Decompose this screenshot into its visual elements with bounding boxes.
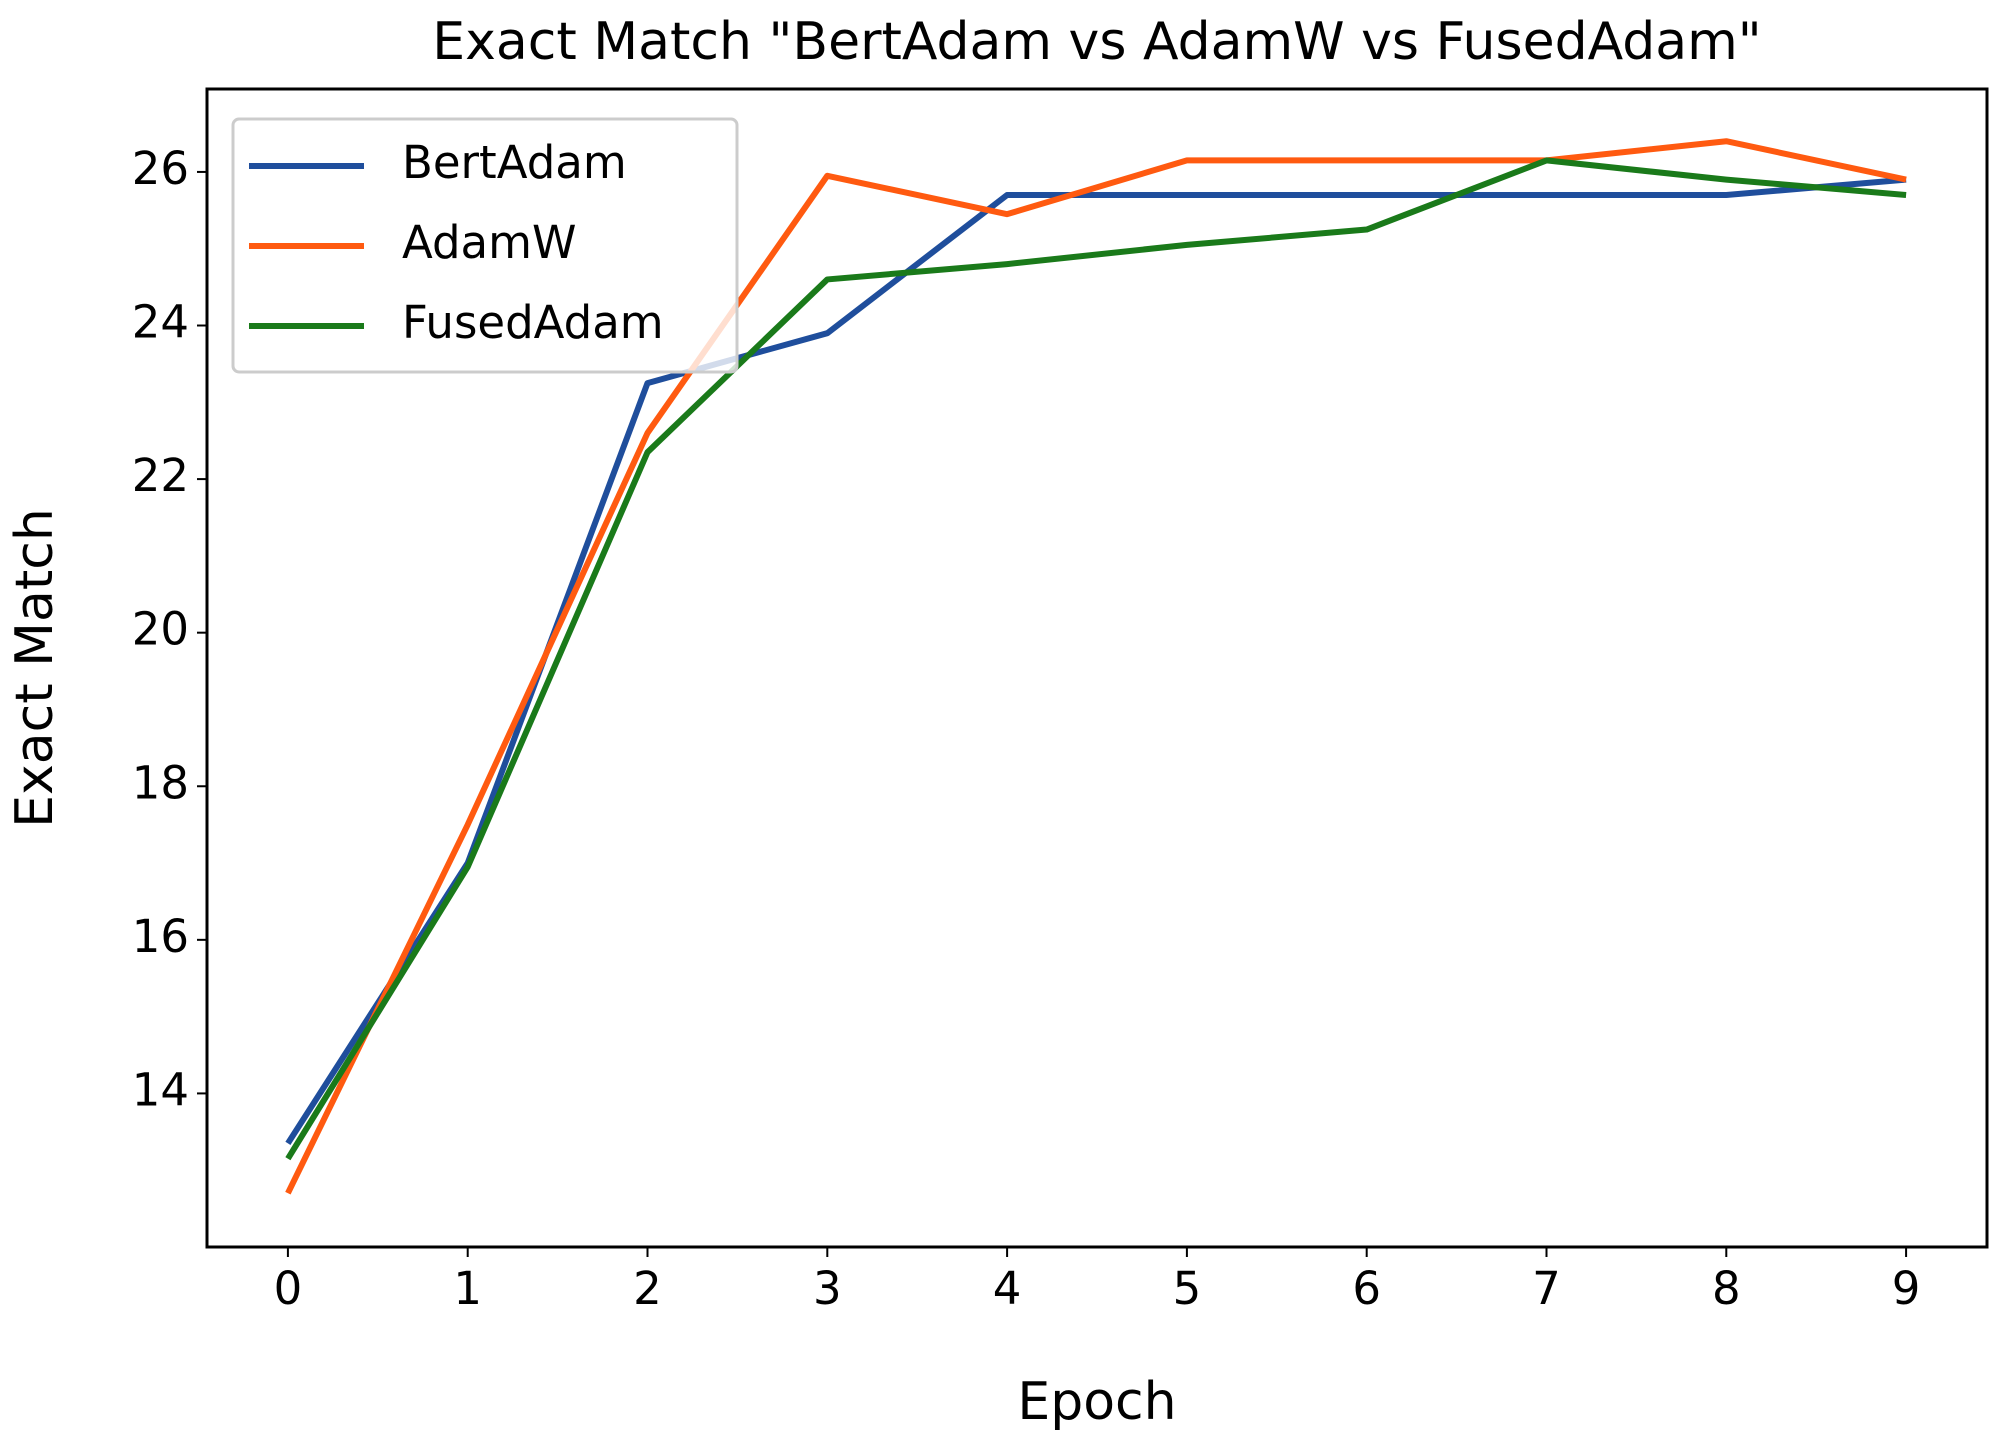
legend: BertAdam AdamW FusedAdam [231, 117, 739, 374]
y-tick-label: 22 [132, 449, 189, 502]
x-axis-label: Epoch [1017, 1372, 1176, 1432]
y-tick-label: 16 [132, 910, 189, 963]
x-tick-label: 5 [1173, 1262, 1202, 1315]
x-tick-label: 8 [1712, 1262, 1741, 1315]
x-tick-label: 2 [633, 1262, 662, 1315]
x-tick-label: 6 [1352, 1262, 1381, 1315]
x-tick-label: 9 [1892, 1262, 1921, 1315]
legend-label: BertAdam [402, 136, 627, 189]
x-tick-label: 7 [1532, 1262, 1561, 1315]
y-tick-label: 14 [132, 1063, 189, 1116]
y-axis-label: Exact Match [5, 508, 65, 828]
series-line [285, 138, 1907, 1195]
legend-box [231, 117, 739, 374]
y-tick-label: 18 [132, 756, 189, 809]
legend-label: FusedAdam [402, 296, 664, 349]
y-tick-label: 26 [132, 142, 189, 195]
chart-title: Exact Match "BertAdam vs AdamW vs FusedA… [432, 12, 1761, 72]
x-tick-label: 4 [993, 1262, 1022, 1315]
plot-frame [205, 87, 1989, 1249]
legend-label: AdamW [402, 216, 576, 269]
x-tick-label: 1 [453, 1262, 482, 1315]
y-tick-label: 24 [132, 296, 189, 349]
series-line [285, 157, 1907, 1161]
y-tick-label: 20 [132, 603, 189, 656]
x-tick-label: 0 [274, 1262, 303, 1315]
x-tick-label: 3 [813, 1262, 842, 1315]
